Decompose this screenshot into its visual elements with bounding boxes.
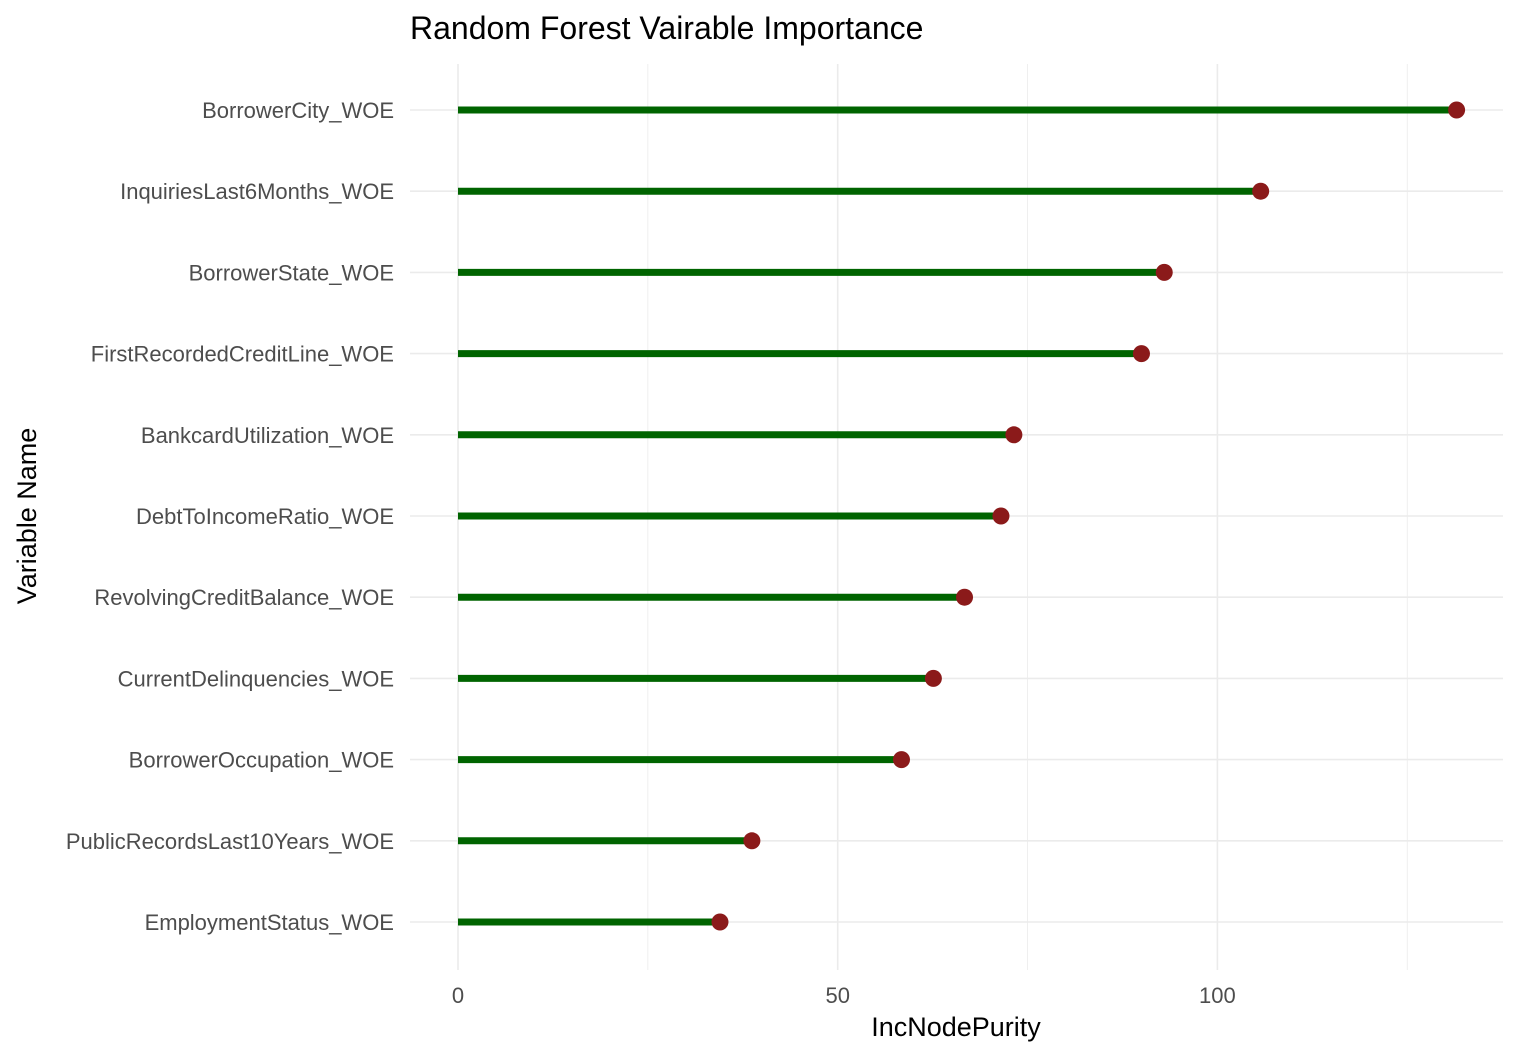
point-FirstRecordedCreditLine_WOE <box>1132 345 1150 363</box>
y-tick-label: BankcardUtilization_WOE <box>141 423 394 448</box>
point-BorrowerCity_WOE <box>1448 101 1466 119</box>
y-tick-label: BorrowerState_WOE <box>189 260 394 285</box>
point-CurrentDelinquencies_WOE <box>924 669 942 687</box>
point-DebtToIncomeRatio_WOE <box>992 507 1010 525</box>
y-tick-label: EmploymentStatus_WOE <box>145 910 394 935</box>
x-tick-label: 100 <box>1199 983 1236 1008</box>
y-axis-title: Variable Name <box>12 428 42 605</box>
y-tick-label: BorrowerOccupation_WOE <box>129 748 394 773</box>
stems <box>458 106 1457 926</box>
point-BorrowerOccupation_WOE <box>892 751 910 769</box>
points <box>711 101 1466 931</box>
x-tick-label: 0 <box>452 983 464 1008</box>
x-axis-title: IncNodePurity <box>871 1012 1041 1042</box>
point-BankcardUtilization_WOE <box>1005 426 1023 444</box>
y-tick-label: DebtToIncomeRatio_WOE <box>136 504 394 529</box>
x-tick-label: 50 <box>825 983 849 1008</box>
point-BorrowerState_WOE <box>1155 263 1173 281</box>
point-InquiriesLast6Months_WOE <box>1252 182 1270 200</box>
point-EmploymentStatus_WOE <box>711 913 729 931</box>
point-RevolvingCreditBalance_WOE <box>956 588 974 606</box>
y-tick-labels: BorrowerCity_WOE InquiriesLast6Months_WOE… <box>66 98 394 935</box>
y-tick-label: FirstRecordedCreditLine_WOE <box>91 342 394 367</box>
y-tick-label: CurrentDelinquencies_WOE <box>118 666 394 691</box>
y-tick-label: RevolvingCreditBalance_WOE <box>94 585 394 610</box>
y-tick-label: InquiriesLast6Months_WOE <box>120 179 394 204</box>
y-tick-label: PublicRecordsLast10Years_WOE <box>66 829 394 854</box>
chart-title: Random Forest Vairable Importance <box>410 10 924 46</box>
y-tick-label: BorrowerCity_WOE <box>202 98 394 123</box>
point-PublicRecordsLast10Years_WOE <box>743 832 761 850</box>
x-tick-labels: 0 50 100 <box>452 983 1236 1008</box>
